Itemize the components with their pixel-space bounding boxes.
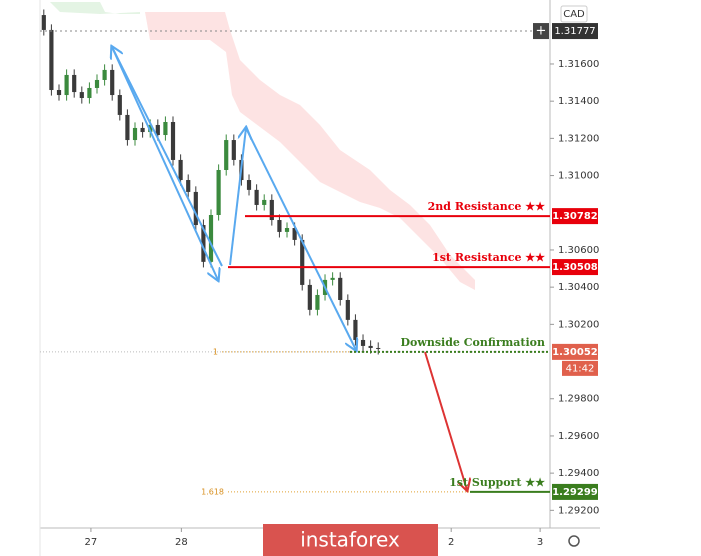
watermark: instaforex — [300, 528, 400, 552]
crosshair-plus: + — [536, 24, 547, 39]
y-tick-label: 1.29400 — [558, 468, 599, 479]
candle-body — [376, 347, 381, 349]
candle-body — [102, 69, 107, 80]
candle-body — [315, 294, 320, 310]
y-tick-label: 1.31000 — [558, 171, 599, 182]
candle-body — [353, 319, 358, 340]
level-value: 1.30052 — [552, 347, 598, 358]
candle-body — [231, 140, 236, 160]
level-label: Downside Confirmation — [401, 336, 545, 349]
candle-body — [330, 277, 335, 280]
y-tick-label: 1.29200 — [558, 505, 599, 516]
candle-body — [132, 127, 138, 141]
x-tick-label: 3 — [537, 537, 543, 548]
candle-body — [49, 29, 54, 91]
x-tick-label: 2 — [448, 537, 454, 548]
x-tick-label: 27 — [85, 537, 98, 548]
candle-body — [170, 122, 176, 160]
candle-body — [246, 180, 252, 190]
candle-body — [208, 214, 214, 262]
candle-body — [254, 189, 259, 205]
candle-body — [72, 74, 77, 93]
level-label: 1st Support ★★ — [449, 476, 545, 489]
candle-body — [155, 124, 160, 136]
plot — [41, 9, 381, 355]
level-box — [552, 343, 598, 360]
candle-body — [338, 277, 343, 300]
level-value: 1.30782 — [552, 211, 598, 222]
candle-body — [300, 239, 305, 285]
candle-body — [292, 228, 297, 240]
countdown-box — [562, 360, 598, 376]
crosshair-box — [552, 23, 598, 40]
level-label: 1st Resistance ★★ — [432, 251, 545, 264]
candle-body — [193, 191, 198, 226]
level-value: 1.30508 — [552, 262, 598, 273]
y-tick-label: 1.29800 — [558, 394, 599, 405]
cloud — [50, 2, 140, 14]
candle-body — [277, 220, 282, 232]
y-tick-label: 1.30600 — [558, 245, 599, 256]
currency: CAD — [563, 9, 585, 20]
candle-body — [360, 339, 366, 346]
candle-body — [307, 284, 312, 310]
candle-body — [117, 95, 122, 115]
candle-body — [224, 140, 229, 170]
arrows — [112, 47, 467, 490]
candle-body — [368, 345, 373, 348]
level-value: 1.29299 — [552, 487, 598, 498]
candle-body — [345, 299, 350, 320]
candle-body — [64, 74, 69, 96]
fib-ratio: 1.618 — [201, 487, 224, 496]
cloud — [145, 12, 475, 290]
level-label: 2nd Resistance ★★ — [428, 200, 545, 213]
settings-icon[interactable] — [568, 535, 580, 547]
candle-body — [201, 225, 206, 262]
candle-body — [94, 79, 100, 88]
level-box — [552, 208, 598, 225]
candle-body — [110, 69, 115, 96]
y-tick-label: 1.31200 — [558, 133, 599, 144]
currency-box — [560, 5, 588, 23]
candle-body — [216, 169, 221, 215]
candle-body — [163, 122, 168, 136]
candle-body — [284, 228, 290, 232]
y-tick-label: 1.31600 — [558, 59, 599, 70]
y-tick-label: 1.31400 — [558, 96, 599, 107]
x-tick-label: 28 — [175, 537, 188, 548]
fib-ratio: 1 — [213, 347, 218, 356]
crosshair-button — [533, 23, 549, 40]
countdown: 41:42 — [566, 363, 595, 374]
candle-body — [148, 124, 153, 133]
candle-body — [269, 199, 274, 221]
candle-body — [125, 114, 130, 141]
candle-body — [186, 180, 191, 192]
level-box — [552, 483, 598, 500]
candle-body — [140, 127, 145, 133]
level-box — [552, 259, 598, 276]
crosshair-value: 1.31777 — [554, 26, 595, 37]
candle-body — [79, 92, 84, 99]
candle-body — [178, 159, 183, 181]
watermark-box — [263, 524, 438, 556]
y-tick-label: 1.30400 — [558, 282, 599, 293]
candle-body — [87, 87, 92, 99]
candle-body — [41, 15, 46, 30]
candle-body — [56, 90, 62, 96]
y-tick-label: 1.29600 — [558, 431, 599, 442]
y-tick-label: 1.30200 — [558, 319, 599, 330]
candle-body — [262, 199, 267, 205]
